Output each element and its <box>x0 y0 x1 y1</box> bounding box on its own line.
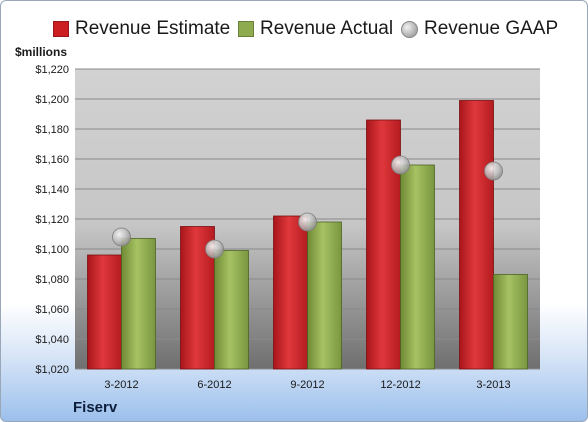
bars <box>87 100 528 370</box>
x-tick-label: 9-2012 <box>290 379 324 391</box>
y-tick-label: $1,020 <box>35 364 69 376</box>
y-tick-label: $1,160 <box>35 154 69 166</box>
bar-revenue-estimate <box>273 215 308 370</box>
point-revenue-gaap <box>112 227 131 247</box>
bar-revenue-actual <box>400 164 435 370</box>
legend-label-gaap: Revenue GAAP <box>424 18 559 39</box>
point-revenue-gaap <box>484 161 503 181</box>
y-tick-label: $1,120 <box>35 214 69 226</box>
legend-item-estimate: Revenue Estimate <box>53 16 230 42</box>
point-revenue-gaap <box>205 239 224 259</box>
x-tick-label: 3-2013 <box>476 379 510 391</box>
x-tick-label: 6-2012 <box>197 379 231 391</box>
x-tick-label: 3-2012 <box>104 379 138 391</box>
y-tick-label: $1,080 <box>35 274 69 286</box>
point-revenue-gaap <box>391 155 410 175</box>
x-tick-labels: 3-2012 6-2012 9-2012 12-2012 3-2013 <box>104 379 510 391</box>
gaap-points <box>112 155 503 259</box>
y-tick-label: $1,220 <box>35 64 69 76</box>
y-tick-label: $1,040 <box>35 334 69 346</box>
bar-revenue-actual <box>121 238 156 370</box>
legend-swatch-gaap <box>401 20 418 38</box>
legend-label-actual: Revenue Actual <box>260 18 394 39</box>
legend: Revenue Estimate Revenue Actual Revenue … <box>1 16 587 42</box>
legend-item-actual: Revenue Actual <box>238 16 393 42</box>
y-tick-label: $1,180 <box>35 124 69 136</box>
y-tick-label: $1,200 <box>35 94 69 106</box>
y-tick-label: $1,140 <box>35 184 69 196</box>
x-tick-label: 12-2012 <box>380 379 420 391</box>
bar-revenue-estimate <box>87 254 122 370</box>
y-tick-label: $1,060 <box>35 304 69 316</box>
legend-swatch-actual <box>238 21 254 37</box>
bar-revenue-actual <box>307 221 342 370</box>
legend-label-estimate: Revenue Estimate <box>75 18 231 39</box>
legend-item-gaap: Revenue GAAP <box>401 16 558 42</box>
bar-revenue-actual <box>493 274 528 370</box>
y-axis-unit-label: $millions <box>15 45 68 59</box>
company-name: Fiserv <box>73 399 118 416</box>
point-revenue-gaap <box>298 212 317 232</box>
y-tick-labels: $1,020 $1,040 $1,060 $1,080 $1,100 $1,120 $1,1… <box>35 64 69 376</box>
legend-swatch-estimate <box>53 21 69 37</box>
bar-revenue-estimate <box>459 100 494 370</box>
bar-revenue-actual <box>214 250 249 370</box>
y-tick-label: $1,100 <box>35 244 69 256</box>
